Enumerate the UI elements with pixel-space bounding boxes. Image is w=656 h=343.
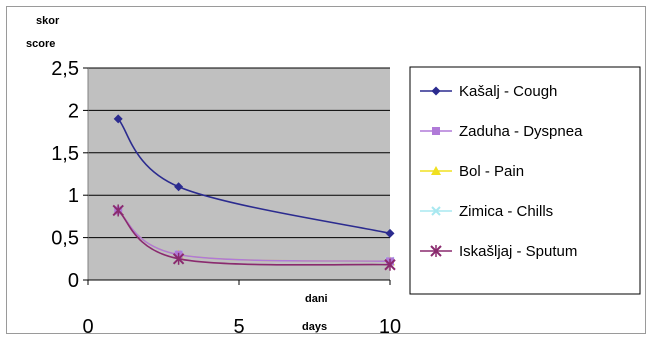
y-axis-label-line2: score [26, 38, 55, 50]
data-point [385, 228, 395, 238]
series-4 [112, 204, 396, 271]
data-point [172, 252, 185, 265]
data-point [174, 182, 184, 192]
legend-swatch-marker [431, 86, 441, 96]
legend-item: Iskašljaj - Sputum [420, 243, 577, 260]
legend-box [409, 66, 641, 295]
legend-item: Zimica - Chills [420, 203, 553, 220]
legend-swatch-marker [431, 166, 441, 175]
legend-swatch-marker [430, 245, 442, 257]
series-group [112, 114, 396, 271]
y-tick-label: 2,5 [51, 58, 79, 80]
y-tick-label: 1 [68, 185, 79, 207]
series-line [117, 209, 391, 266]
legend: Kašalj - Cough Zaduha - Dyspnea Bol - Pain… [420, 83, 583, 260]
y-axis-label-line1: skor [36, 15, 60, 27]
series-line [117, 209, 391, 263]
legend-label: Kašalj - Cough [459, 83, 557, 100]
y-tick-labels: 0 0,5 1 1,5 2 2,5 [51, 58, 88, 292]
x-tick-labels: 0 5 10 [82, 280, 401, 338]
legend-label: Bol - Pain [459, 163, 524, 180]
legend-item: Zaduha - Dyspnea [420, 123, 583, 140]
data-point [113, 114, 123, 124]
x-axis-label-line1: dani [305, 293, 328, 305]
series-0 [113, 114, 395, 238]
x-tick-label: 0 [82, 316, 93, 338]
legend-swatch-marker [432, 127, 440, 135]
legend-item: Kašalj - Cough [420, 83, 557, 100]
legend-label: Zimica - Chills [459, 203, 553, 220]
y-tick-label: 0,5 [51, 228, 79, 250]
y-tick-label: 2 [68, 100, 79, 122]
data-point [112, 204, 124, 217]
series-line [117, 118, 391, 235]
data-point [384, 258, 396, 271]
x-tick-label: 10 [379, 316, 401, 338]
y-tick-label: 1,5 [51, 143, 79, 165]
legend-item: Bol - Pain [420, 163, 524, 180]
plot-area [88, 68, 390, 280]
y-tick-label: 0 [68, 270, 79, 292]
legend-label: Iskašljaj - Sputum [459, 243, 577, 260]
x-tick-label: 5 [233, 316, 244, 338]
legend-swatch-marker [431, 206, 441, 216]
x-axis-label-line2: days [302, 321, 327, 333]
legend-label: Zaduha - Dyspnea [459, 123, 583, 140]
